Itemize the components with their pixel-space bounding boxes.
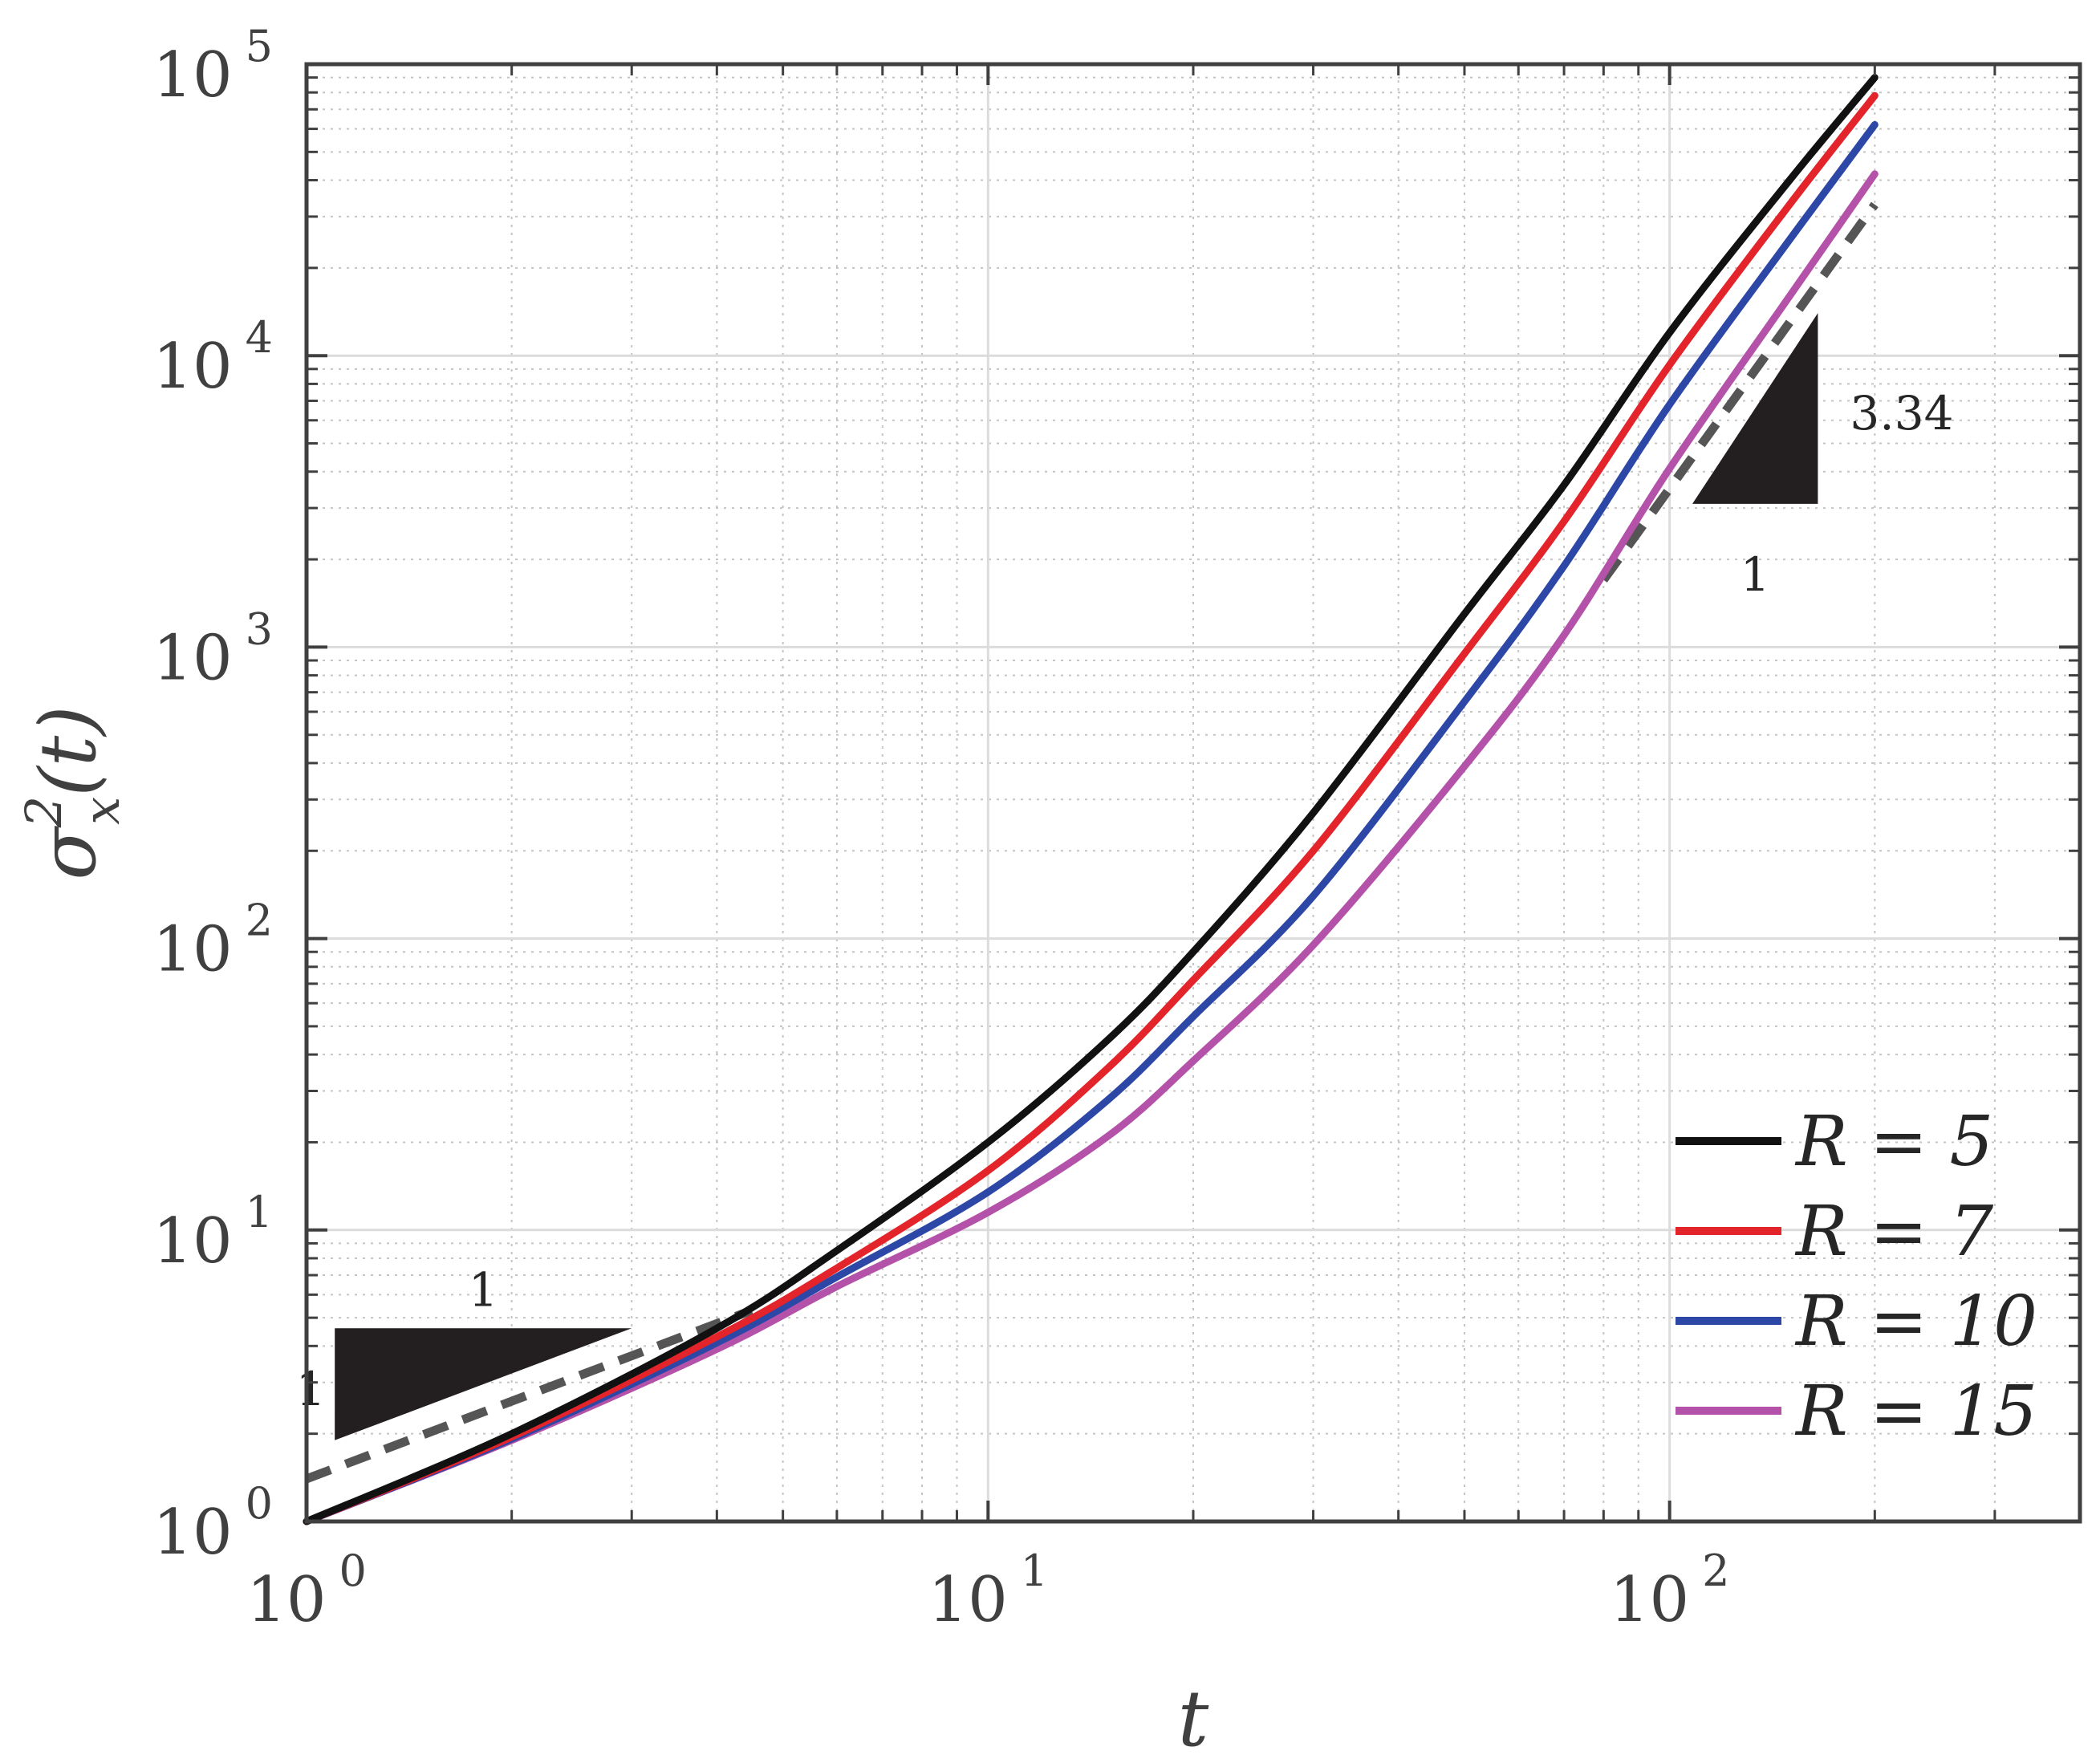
x-axis-label: t <box>1178 1674 1209 1763</box>
slope-run-label: 1 <box>1741 547 1770 602</box>
legend-label: R = 5 <box>1794 1102 1993 1182</box>
y-tick-label: 10 3 <box>152 603 273 694</box>
y-tick-label: 10 4 <box>152 312 273 403</box>
y-tick-label-exp: 2 <box>246 896 273 946</box>
x-tick-labels: 10 0 10 1 10 2 <box>246 1546 1729 1636</box>
series-line-r-15 <box>303 170 1879 1525</box>
y-tick-label: 10 2 <box>152 896 273 986</box>
legend-label: R = 15 <box>1794 1371 2037 1452</box>
svg-text:σ2x(t): σ2x(t) <box>14 705 131 879</box>
y-tick-label-base: 10 <box>152 622 232 694</box>
series-line-r-7 <box>303 91 1879 1525</box>
y-tick-label-exp: 0 <box>246 1478 273 1529</box>
slope-value-label: 1 <box>296 1362 326 1416</box>
y-tick-labels: 10 0 10 1 10 2 10 3 10 4 10 5 <box>152 21 273 1569</box>
y-tick-label-base: 10 <box>152 1497 232 1569</box>
y-axis-label-sup: 2 <box>14 796 73 828</box>
slope-triangle <box>335 1328 632 1440</box>
x-tick-label-base: 10 <box>246 1564 326 1636</box>
y-tick-label-base: 10 <box>152 1205 232 1278</box>
y-axis-label-tail: (t) <box>23 705 113 796</box>
x-tick-label-exp: 0 <box>339 1546 366 1596</box>
y-tick-label-exp: 3 <box>246 603 273 654</box>
y-axis-label-base: σ <box>23 826 113 880</box>
x-tick-label: 10 2 <box>1610 1546 1730 1636</box>
y-tick-label-base: 10 <box>152 331 232 403</box>
legend-label: R = 7 <box>1794 1192 1993 1272</box>
x-tick-label-base: 10 <box>1610 1564 1689 1636</box>
legend-label: R = 10 <box>1794 1282 2037 1362</box>
y-tick-label-base: 10 <box>152 39 232 112</box>
y-tick-label-exp: 4 <box>246 312 273 363</box>
y-axis-label-sub: x <box>72 797 131 825</box>
x-tick-label-exp: 1 <box>1021 1546 1048 1596</box>
slope-triangle <box>1692 313 1818 504</box>
legend: R = 5 R = 7 R = 10 R = 15 <box>1676 1102 2037 1452</box>
y-tick-label: 10 5 <box>152 21 273 112</box>
slope-value-label: 3.34 <box>1850 386 1953 441</box>
series-line-r-10 <box>303 120 1879 1525</box>
series-layer <box>303 74 1879 1525</box>
tick-marks <box>305 63 2082 1523</box>
y-tick-label: 10 0 <box>152 1478 273 1569</box>
x-tick-label-exp: 2 <box>1702 1546 1729 1596</box>
y-tick-label-base: 10 <box>152 914 232 986</box>
series-line-r-5 <box>303 74 1879 1525</box>
reference-line-segment <box>305 1306 753 1484</box>
reference-line <box>305 201 1879 1484</box>
y-tick-label-exp: 1 <box>246 1187 273 1237</box>
reference-line-segment <box>1599 201 1879 583</box>
y-axis-label: σ2x(t) <box>14 705 131 879</box>
y-tick-label-exp: 5 <box>246 21 273 71</box>
y-tick-label: 10 1 <box>152 1187 273 1278</box>
x-tick-label: 10 1 <box>928 1546 1049 1636</box>
x-tick-label-base: 10 <box>928 1564 1008 1636</box>
slope-run-label: 1 <box>469 1262 498 1317</box>
x-tick-label: 10 0 <box>246 1546 367 1636</box>
annotations: 1 1 1 3.34 <box>296 313 1954 1440</box>
